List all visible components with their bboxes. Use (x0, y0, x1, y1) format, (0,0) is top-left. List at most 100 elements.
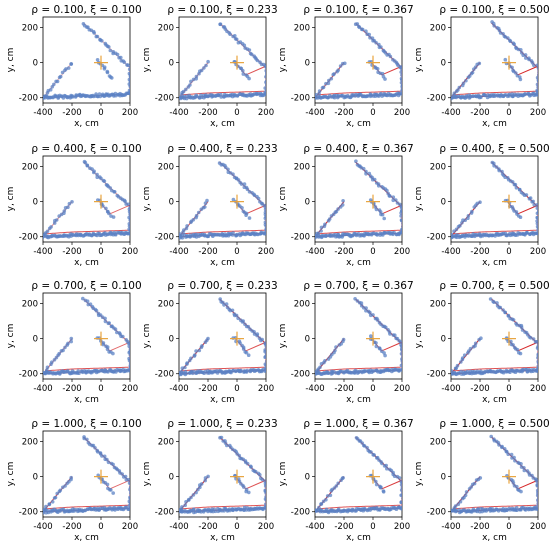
scatter-point (399, 482, 402, 487)
panel-frame (178, 16, 267, 104)
scatter-point (514, 186, 519, 190)
scatter-point (58, 509, 62, 513)
scatter-point (380, 71, 385, 76)
scatter-point (126, 477, 130, 482)
scatter-point (225, 443, 229, 448)
scatter-point (47, 226, 52, 231)
y-tick-label: 200 (294, 24, 310, 34)
scatter-point (472, 205, 477, 209)
scatter-point (515, 484, 519, 489)
scatter-point (61, 485, 65, 490)
scatter-point (375, 506, 379, 510)
scatter-point (536, 79, 538, 83)
scatter-point (451, 509, 452, 513)
scatter-point (374, 40, 378, 45)
x-tick-label: -400 (169, 384, 188, 394)
scatter-point (397, 476, 402, 480)
x-tick-label: 0 (370, 522, 375, 532)
scatter-point (254, 470, 258, 474)
scatter-point (497, 168, 502, 173)
scatter-point (239, 507, 244, 512)
scatter-point (319, 362, 324, 366)
y-tick-label: 200 (294, 438, 310, 448)
y-axis-label: y, cm (278, 48, 288, 73)
scatter-point (339, 478, 343, 483)
scatter-point (56, 370, 61, 375)
scatter-point (43, 232, 47, 236)
x-tick-label: 200 (258, 108, 274, 118)
y-tick-label: 0 (169, 335, 174, 345)
scatter-point (255, 58, 260, 63)
scatter-point (475, 62, 480, 67)
scatter-point (498, 305, 503, 310)
scatter-point (101, 204, 105, 208)
scatter-point (244, 350, 249, 355)
scatter-point (400, 91, 402, 96)
estimated-path-inner (453, 229, 537, 235)
panel-1-1: ρ = 0.400, ξ = 0.233 -400 -200 0 200 -200 0 200… (142, 143, 278, 268)
scatter-point (92, 170, 96, 175)
y-axis-label: y, cm (6, 187, 16, 212)
scatter-point (478, 94, 483, 99)
scatter-point (492, 300, 496, 305)
panel-title: ρ = 1.000, ξ = 0.367 (303, 418, 413, 430)
x-tick-label: 200 (122, 384, 138, 394)
scatter-point (225, 93, 229, 98)
scatter-point (451, 232, 454, 237)
scatter-point (112, 190, 117, 194)
scatter-point (329, 76, 334, 81)
x-tick-label: -400 (441, 522, 460, 532)
x-tick-label: 200 (530, 384, 546, 394)
scatter-point (495, 301, 499, 305)
scatter-point (379, 45, 383, 49)
scatter-point (47, 502, 52, 507)
x-tick-label: -400 (305, 108, 324, 118)
scatter-point (242, 182, 247, 186)
y-tick-label: -200 (291, 94, 310, 104)
scatter-point (102, 454, 107, 459)
scatter-point (469, 71, 474, 76)
y-tick-label: -200 (19, 233, 38, 243)
scatter-point (212, 507, 217, 512)
x-axis-label: x, cm (346, 119, 371, 129)
scatter-point (64, 233, 69, 238)
scatter-point (231, 197, 236, 202)
scatter-point (106, 370, 110, 374)
scatter-point (315, 371, 318, 375)
scatter-point (401, 490, 402, 494)
scatter-point (315, 95, 317, 99)
scatter-point (378, 346, 382, 351)
scatter-point (383, 77, 387, 81)
y-tick-label: 200 (430, 24, 446, 34)
x-tick-label: 0 (234, 108, 239, 118)
scatter-point (85, 299, 90, 304)
panel-title: ρ = 0.100, ξ = 0.233 (167, 4, 277, 16)
estimated-path-inner (453, 90, 537, 96)
scatter-point (451, 508, 456, 512)
scatter-point (181, 230, 185, 234)
x-tick-label: 0 (234, 384, 239, 394)
scatter-point (180, 92, 184, 97)
x-tick-label: 200 (394, 522, 410, 532)
scatter-point (184, 87, 188, 92)
scatter-point (129, 492, 130, 496)
scatter-point (326, 371, 330, 376)
x-axis-label: x, cm (346, 533, 371, 543)
panel-frame (178, 292, 267, 380)
scatter-point (319, 229, 323, 233)
scatter-point (329, 234, 333, 238)
scatter-point (535, 221, 538, 226)
scatter-point (462, 95, 466, 100)
scatter-point (103, 319, 108, 324)
x-tick-label: 0 (234, 522, 239, 532)
scatter-point (510, 180, 515, 184)
scatter-point (460, 496, 465, 501)
scatter-point (189, 508, 193, 513)
scatter-point (50, 500, 55, 504)
scatter-point (206, 59, 210, 64)
y-tick-label: 0 (33, 335, 38, 345)
scatter-point (399, 230, 402, 235)
scatter-point (122, 60, 127, 64)
scatter-point (242, 505, 247, 510)
